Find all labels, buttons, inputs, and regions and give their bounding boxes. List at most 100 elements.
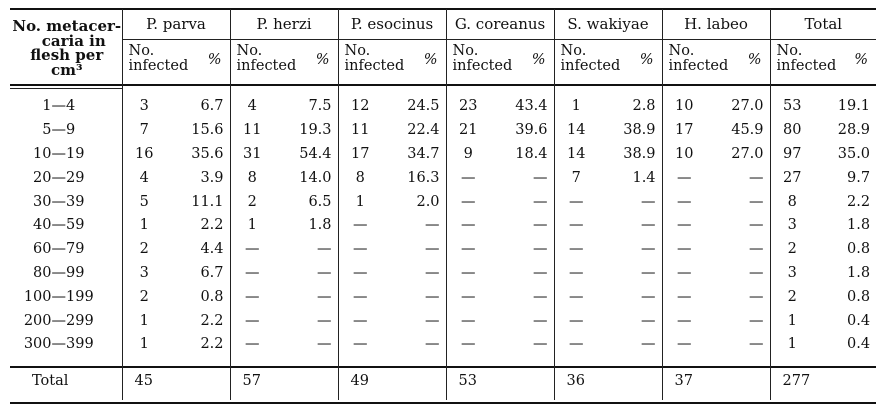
percent-cell: 2.2 [846,193,871,210]
percent-cell: — [641,312,656,329]
species-header: P. parva [121,9,231,40]
percent-cell: 43.4 [515,98,548,115]
percent-cell: — [533,336,548,353]
total-value: 49 [337,356,447,401]
subheader-no: No. [560,43,587,59]
count-cell: 1 [121,332,166,357]
count-cell: 2 [229,189,275,214]
subheader-no: No. [128,43,155,59]
subheader-infected: infected [344,58,405,74]
percent-cell: — [317,312,332,329]
count-cell: — [337,261,383,285]
count-cell: — [661,213,707,238]
percent-cell: — [641,217,656,234]
count-cell: — [229,332,275,357]
count-cell: — [661,261,707,285]
percent-cell: 7.5 [308,98,332,115]
percent-cell: 35.0 [837,145,871,162]
percent-cell: — [533,241,548,258]
subheader-cell: No. infected% [121,39,231,88]
table-row: 1—4 3 6.7 4 7.5 12 24.5 23 43.4 1 2.8 10 27.0 53 19.1 [10,88,876,119]
count-cell: 80 [769,118,815,143]
table-row: 60—79 2 4.4 — — — — — — — — — — 2 0.8 [10,237,876,262]
infection-table: No. metacer- caria in flesh per cm³ P. p… [10,9,877,401]
count-cell: — [553,213,599,238]
percent-cell: 22.4 [407,122,440,139]
count-cell: 10 [661,88,707,119]
subheader-no: No. [344,43,371,59]
subheader-infected: infected [452,58,513,74]
count-cell: — [229,261,275,285]
subheader-cell: No. infected% [769,39,877,88]
range-cell: 40—59 [33,217,85,234]
subheader-label: No. infected% [339,44,446,74]
subheader-no: No. [776,43,803,59]
percent-cell: 15.6 [191,122,224,139]
count-cell: 1 [121,213,166,238]
count-cell: — [337,332,383,357]
total-label: Total [32,373,69,390]
percent-cell: — [425,288,440,305]
range-cell: 5—9 [42,122,76,139]
count-cell: — [661,189,707,214]
percent-cell: 27.0 [731,145,764,162]
subheader-infected: infected [560,58,621,74]
range-cell: 20—29 [33,169,85,186]
species-header: Total [769,9,877,40]
percent-cell: 38.9 [623,145,656,162]
percent-cell: — [533,169,548,186]
count-cell: — [229,308,275,333]
range-cell: 100—199 [23,288,94,305]
count-cell: 8 [229,165,275,190]
count-cell: 23 [445,88,491,119]
count-cell: — [661,165,707,190]
count-cell: 1 [121,308,166,333]
percent-cell: 0.8 [846,288,871,305]
percent-cell: — [749,312,764,329]
percent-cell: 0.4 [846,336,871,353]
count-cell: 7 [121,118,166,143]
count-cell: — [337,308,383,333]
percent-cell: — [641,193,656,210]
percent-cell: — [533,193,548,210]
range-cell: 200—299 [23,312,94,329]
percent-cell: 3.9 [200,169,224,186]
count-cell: 5 [121,189,166,214]
percent-cell: — [425,241,440,258]
percent-cell: — [641,241,656,258]
count-cell: — [445,213,491,238]
range-cell: 300—399 [23,336,94,353]
subheader-label: No. infected% [447,44,554,74]
count-cell: 1 [553,88,599,119]
subheader-no: No. [236,43,263,59]
table-row: 200—299 1 2.2 — — — — — — — — — — 1 0.4 [10,308,876,333]
subheader-infected: infected [128,58,189,74]
table-row: 5—9 7 15.6 11 19.3 11 22.4 21 39.6 14 38.9 17 45.9 80… [10,118,876,143]
subheader-cell: No. infected% [445,39,555,88]
table-row: 10—19 16 35.6 31 54.4 17 34.7 9 18.4 14 38.9 10 27.0… [10,142,876,166]
count-cell: — [553,261,599,285]
percent-cell: 2.0 [416,193,440,210]
percent-cell: 54.4 [299,145,332,162]
count-cell: 16 [121,142,166,166]
percent-cell: — [317,288,332,305]
count-cell: 8 [337,165,383,190]
count-cell: — [445,165,491,190]
percent-cell: 16.3 [407,169,440,186]
percent-cell: — [425,264,440,281]
range-cell: 30—39 [33,193,85,210]
count-cell: — [661,237,707,262]
row-header-line-1: No. metacer- [12,17,122,36]
count-cell: 12 [337,88,383,119]
count-cell: — [661,284,707,309]
total-row: Total 45 57 49 53 36 37 277 [10,356,877,401]
count-cell: — [337,284,383,309]
count-cell: 11 [229,118,275,143]
percent-cell: 1.8 [308,217,332,234]
percent-cell: — [317,264,332,281]
percent-cell: — [749,241,764,258]
percent-cell: 1.8 [846,264,871,281]
percent-cell: 2.2 [200,336,224,353]
count-cell: 10 [661,142,707,166]
table-row: 40—59 1 2.2 1 1.8 — — — — — — — — 3 1.8 [10,213,876,238]
